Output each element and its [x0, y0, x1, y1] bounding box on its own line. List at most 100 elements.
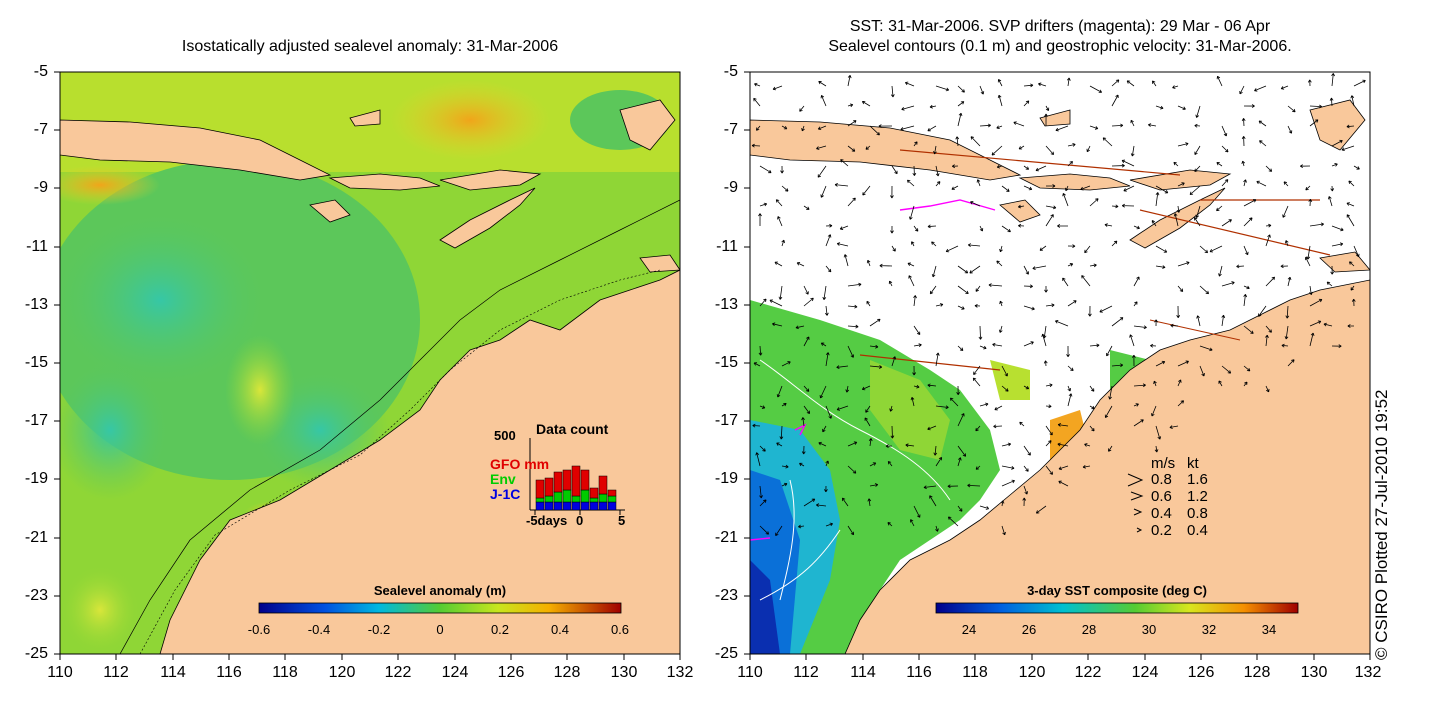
velocity-arrow — [1347, 324, 1355, 328]
velocity-arrow — [1287, 125, 1293, 134]
velocity-arrow — [1111, 94, 1119, 107]
right-y-tick: -17 — [714, 412, 738, 429]
velocity-arrow — [900, 125, 915, 131]
velocity-arrow — [973, 365, 981, 375]
right-x-tick: 110 — [737, 664, 763, 681]
velocity-arrow — [1023, 445, 1031, 456]
velocity-arrow — [927, 425, 937, 431]
velocity-legend-ms: 0.2 — [1151, 522, 1172, 539]
velocity-arrow — [979, 402, 989, 407]
data-count-bars — [535, 465, 617, 511]
data-count-max: 500 — [494, 428, 516, 443]
velocity-arrow — [890, 225, 894, 234]
sst-colorbar-tick: 34 — [1261, 622, 1277, 637]
velocity-arrow — [1129, 334, 1135, 347]
velocity-arrow — [1044, 113, 1048, 127]
velocity-arrow — [817, 125, 827, 130]
velocity-arrow — [825, 223, 833, 228]
velocity-arrow — [1177, 261, 1190, 267]
velocity-arrow — [891, 356, 897, 367]
velocity-arrow — [947, 516, 959, 527]
right-x-tick: 116 — [906, 664, 932, 681]
velocity-arrow — [777, 216, 783, 227]
velocity-arrow — [865, 405, 871, 413]
velocity-arrow — [1086, 145, 1091, 153]
velocity-arrow — [907, 262, 915, 267]
data-count-title: Data count — [536, 421, 609, 437]
velocity-arrow — [1309, 119, 1319, 127]
velocity-arrow — [775, 525, 783, 537]
left-x-tick: 130 — [610, 664, 638, 681]
velocity-arrow — [1045, 425, 1053, 436]
velocity-arrow — [913, 343, 922, 347]
velocity-arrow — [1304, 256, 1311, 267]
velocity-arrow — [759, 202, 768, 207]
velocity-arrow — [979, 123, 991, 128]
velocity-arrow — [1150, 343, 1157, 348]
velocity-arrow — [979, 85, 985, 95]
data-count-x-tick: 5 — [618, 513, 626, 528]
left-y-tick: -7 — [33, 121, 48, 138]
velocity-arrow — [1062, 277, 1069, 287]
velocity-arrow — [1017, 204, 1025, 209]
velocity-arrow — [1001, 185, 1010, 192]
velocity-arrow — [869, 318, 881, 327]
velocity-arrow — [957, 505, 963, 512]
velocity-arrow — [957, 265, 969, 274]
velocity-arrow — [778, 285, 783, 300]
right-x-tick: 132 — [1354, 664, 1382, 681]
velocity-arrow — [957, 457, 962, 467]
velocity-arrow — [801, 445, 806, 455]
velocity-arrow — [1243, 285, 1250, 290]
velocity-arrow — [1111, 317, 1124, 327]
velocity-arrow — [825, 352, 830, 367]
velocity-arrow — [803, 297, 814, 307]
left-y-tick: -23 — [24, 587, 48, 604]
left-x-tick: 132 — [666, 664, 694, 681]
velocity-arrow — [1177, 142, 1189, 147]
velocity-arrow — [1089, 125, 1099, 130]
velocity-arrow — [999, 300, 1003, 307]
data-count-bar — [589, 497, 599, 503]
right-panel-title-line2: Sealevel contours (0.1 m) and geostrophi… — [828, 38, 1292, 55]
velocity-arrow — [1000, 500, 1005, 507]
right-x-tick: 128 — [1243, 664, 1271, 681]
velocity-arrow — [825, 405, 832, 419]
velocity-arrow — [1023, 185, 1033, 191]
velocity-arrow — [834, 183, 849, 187]
velocity-arrow — [1045, 205, 1057, 210]
velocity-arrow — [957, 285, 969, 295]
velocity-arrow — [1283, 181, 1289, 187]
sla-colorbar-tick: -0.6 — [247, 622, 271, 637]
velocity-arrow — [1218, 380, 1223, 387]
velocity-arrow — [839, 225, 849, 230]
velocity-arrow — [979, 345, 987, 350]
right-panel-title-line1: SST: 31-Mar-2006. SVP drifters (magenta)… — [849, 18, 1271, 35]
right-x-tick: 130 — [1300, 664, 1328, 681]
velocity-arrow — [1126, 80, 1135, 87]
velocity-arrow — [1133, 301, 1138, 307]
velocity-arrow — [1066, 77, 1071, 87]
velocity-arrow — [935, 456, 943, 467]
velocity-arrow — [1111, 163, 1125, 168]
velocity-arrow — [759, 165, 772, 174]
velocity-arrow — [1170, 323, 1179, 328]
velocity-arrow — [1089, 263, 1097, 268]
velocity-arrow — [1023, 165, 1030, 170]
right-y-tick: -9 — [723, 179, 738, 196]
velocity-arrow — [816, 145, 827, 150]
velocity-arrow — [865, 145, 871, 150]
sla-colorbar — [258, 602, 622, 614]
velocity-arrow — [996, 125, 1003, 129]
velocity-arrow — [1044, 285, 1048, 293]
velocity-arrow — [1221, 145, 1229, 153]
velocity-arrow — [1032, 265, 1047, 270]
velocity-arrow — [889, 405, 893, 412]
velocity-arrow — [818, 80, 827, 87]
velocity-arrow — [1280, 264, 1289, 269]
velocity-arrow — [825, 265, 832, 273]
left-y-tick: -15 — [24, 354, 48, 371]
velocity-arrow — [955, 136, 960, 147]
velocity-arrow — [796, 262, 805, 267]
data-count-bar — [589, 487, 599, 499]
